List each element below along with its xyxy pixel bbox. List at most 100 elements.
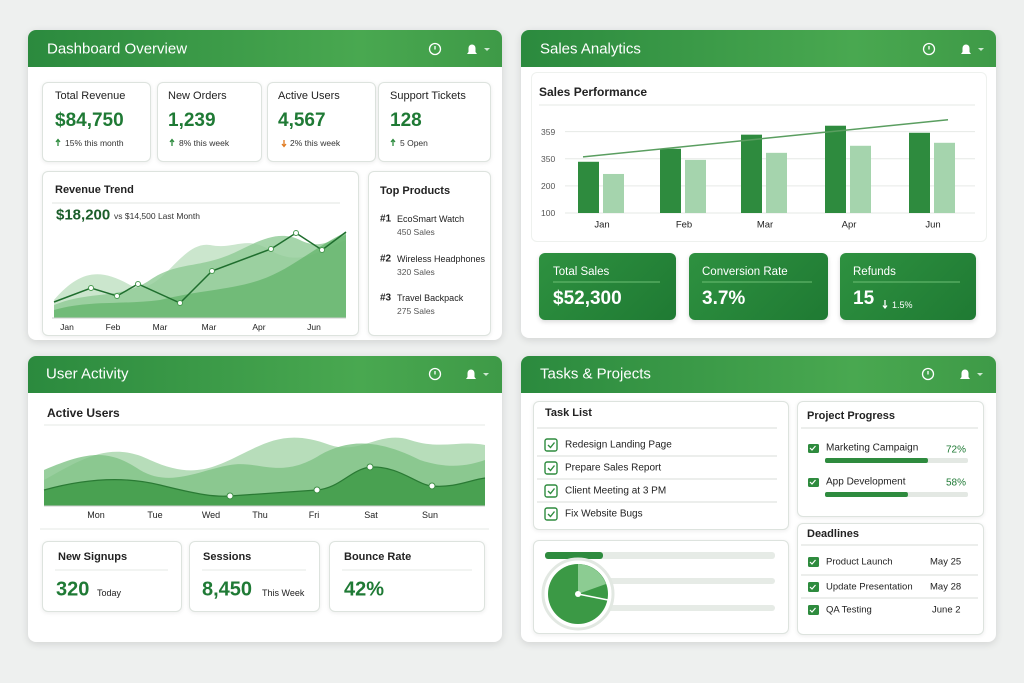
product-sales: 275 Sales — [397, 306, 435, 316]
kpi-value: 128 — [390, 110, 422, 131]
kpi-change: 1.5% — [892, 300, 913, 310]
kpi-value: 15 — [853, 288, 875, 309]
kpi-label: Support Tickets — [390, 90, 466, 102]
kpi-value: 8,450 — [202, 578, 253, 601]
kpi-card — [840, 253, 976, 320]
axis-label: Sun — [421, 510, 439, 520]
kpi-card — [267, 82, 376, 162]
axis-label: Jun — [925, 219, 941, 231]
deadline-name: QA Testing — [826, 604, 872, 616]
task: Fix Website Bugs — [565, 508, 643, 520]
kpi-value: $52,300 — [553, 288, 622, 309]
card-title: Revenue Trend — [55, 184, 134, 196]
product-name: EcoSmart Watch — [397, 214, 465, 224]
kpi-card — [689, 253, 828, 320]
axis-label: 350 — [541, 153, 556, 164]
panel-header — [28, 356, 502, 393]
axis-label: 100 — [541, 208, 556, 218]
card-title: Top Products — [380, 185, 451, 197]
product-name: Wireless Headphones — [397, 254, 486, 264]
deadline-date: June 2 — [932, 604, 961, 616]
axis-label: Jan — [594, 219, 610, 231]
axis-label: Apr — [841, 219, 857, 231]
axis-label: Mar — [756, 219, 774, 231]
kpi-label: Sessions — [203, 551, 252, 563]
kpi-note: Today — [97, 588, 122, 598]
deadline-card — [797, 523, 984, 635]
panel-header — [28, 30, 502, 67]
kpi-value: 320 — [56, 578, 90, 601]
axis-label: 359 — [541, 126, 556, 137]
kpi-card — [42, 82, 151, 162]
card-title: Deadlines — [807, 528, 859, 540]
product-name: Travel Backpack — [397, 293, 464, 303]
panel-header — [521, 356, 996, 393]
panel-title: Dashboard Overview — [47, 40, 188, 58]
axis-label: Fri — [308, 510, 320, 520]
kpi-label: Refunds — [853, 266, 896, 278]
progress-label: 72% — [946, 444, 967, 456]
chart-title: Active Users — [47, 406, 120, 420]
deadline-name: Update Presentation — [826, 581, 913, 593]
summary-card — [533, 540, 789, 634]
product-sales: 320 Sales — [397, 267, 435, 277]
axis-label: Feb — [105, 322, 121, 332]
progress-label: 58% — [946, 477, 967, 489]
project-name: App Development — [826, 476, 906, 488]
kpi-value: 3.7% — [702, 288, 746, 309]
kpi-value: 1,239 — [168, 110, 216, 131]
axis-label: Mar — [201, 322, 217, 332]
kpi-card — [329, 541, 485, 612]
kpi-change: 5 Open — [400, 138, 428, 148]
kpi-value: 42% — [344, 578, 385, 601]
axis-label: Jun — [307, 322, 321, 332]
axis-label: Apr — [252, 322, 266, 332]
panel-title: User Activity — [46, 365, 129, 383]
kpi-card — [539, 253, 676, 320]
card-title: Project Progress — [807, 410, 896, 422]
trend-value: $18,200 — [56, 206, 111, 224]
deadline-name: Product Launch — [826, 556, 893, 568]
kpi-change: 8% this week — [179, 138, 230, 148]
product-rank: #2 — [380, 253, 392, 265]
kpi-value: $84,750 — [55, 110, 124, 131]
deadline-date: May 28 — [930, 581, 962, 593]
task: Redesign Landing Page — [565, 439, 672, 451]
products-card — [368, 171, 491, 336]
kpi-label: Bounce Rate — [344, 551, 412, 563]
panel-title: Sales Analytics — [540, 40, 641, 58]
axis-label: Jan — [60, 322, 74, 332]
product-sales: 450 Sales — [397, 227, 435, 237]
panel-title: Tasks & Projects — [540, 365, 651, 383]
kpi-label: Total Sales — [553, 266, 610, 278]
axis-label: Feb — [675, 219, 693, 231]
kpi-card — [189, 541, 320, 612]
deadline-date: May 25 — [930, 556, 962, 568]
card-title: Task List — [545, 407, 592, 419]
kpi-label: Conversion Rate — [702, 266, 788, 278]
kpi-card — [157, 82, 262, 162]
task-card — [533, 401, 789, 530]
axis-label: Wed — [201, 510, 221, 520]
axis-label: 200 — [541, 180, 556, 191]
axis-label: Thu — [252, 510, 268, 520]
axis-label: Sat — [364, 510, 378, 520]
task: Client Meeting at 3 PM — [565, 485, 667, 497]
axis-label: Tue — [147, 510, 163, 520]
kpi-value: 4,567 — [278, 110, 326, 131]
chart-title: Sales Performance — [539, 85, 648, 99]
trend-comparison: vs $14,500 Last Month — [114, 211, 201, 221]
product-rank: #3 — [380, 292, 392, 304]
kpi-card — [42, 541, 182, 612]
axis-label: Mar — [152, 322, 168, 332]
kpi-note: This Week — [262, 588, 305, 598]
kpi-label: Active Users — [278, 90, 340, 102]
kpi-card — [378, 82, 491, 162]
project-name: Marketing Campaign — [826, 442, 919, 454]
kpi-change: 15% this month — [65, 138, 124, 148]
kpi-change: 2% this week — [290, 138, 341, 148]
axis-label: Mon — [87, 510, 105, 520]
kpi-label: Total Revenue — [55, 90, 126, 102]
product-rank: #1 — [380, 213, 392, 225]
